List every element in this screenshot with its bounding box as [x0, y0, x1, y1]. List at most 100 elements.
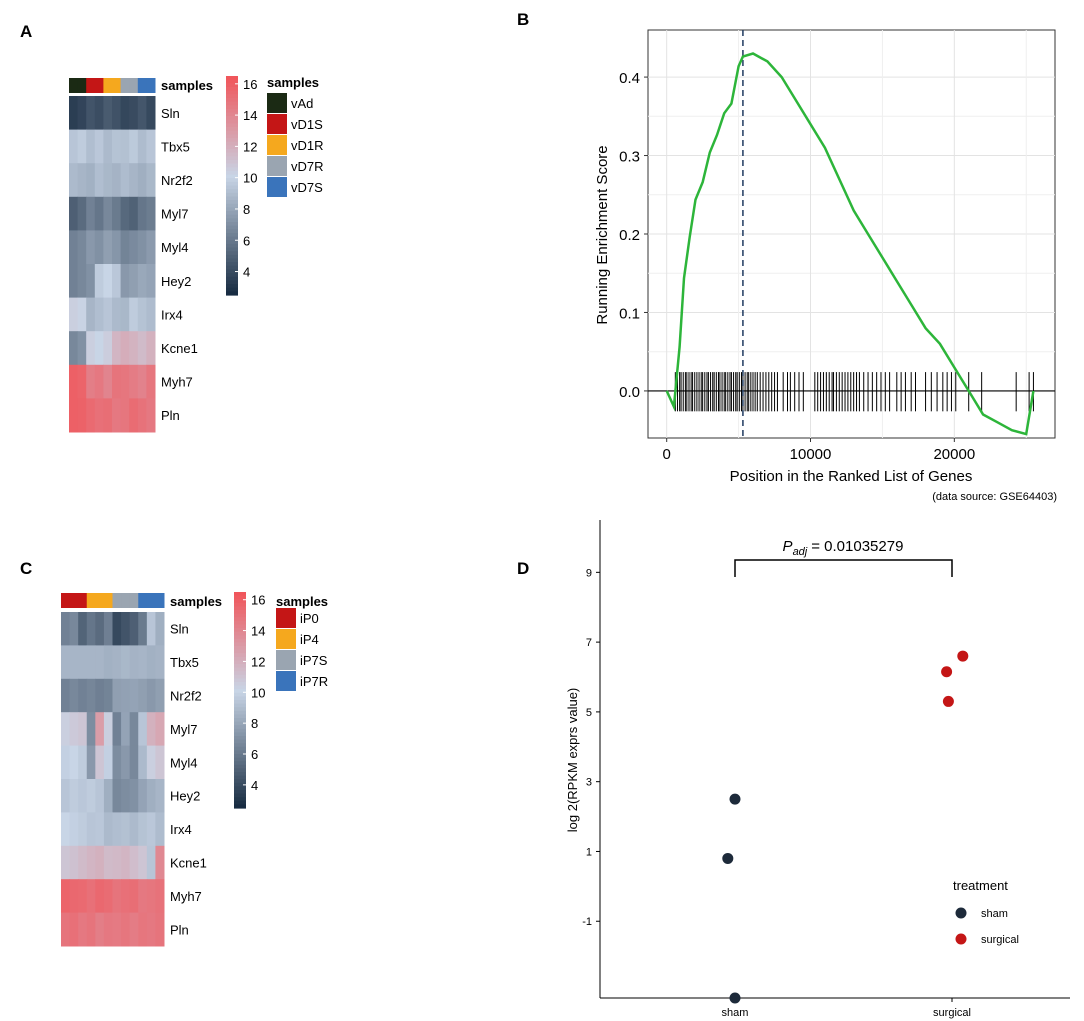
heatmap-cell	[112, 331, 122, 366]
heatmap-cell	[95, 745, 105, 780]
heatmap-cell	[112, 264, 122, 299]
heatmap-cell	[94, 230, 104, 265]
heatmap-cell	[86, 912, 96, 947]
heatmap-cell	[138, 678, 148, 713]
legend-label: iP7R	[300, 674, 328, 689]
heatmap-cell	[69, 912, 79, 947]
heatmap-cell	[69, 230, 79, 265]
heatmap-cell	[77, 230, 87, 265]
colorscale-step	[226, 156, 238, 161]
colorscale-step	[226, 145, 238, 150]
heatmap-cell	[69, 364, 79, 399]
colorscale-tick-label: 12	[243, 139, 257, 154]
heatmap-cell	[146, 712, 156, 747]
scatter-y-axis-title: log 2(RPKM exprs value)	[565, 688, 580, 833]
gsea-y-tick-label: 0.0	[619, 384, 640, 401]
heatmap-cell	[112, 96, 122, 131]
colorscale-step	[234, 732, 246, 737]
colorscale-step	[234, 782, 246, 787]
heatmap-cell	[112, 879, 122, 914]
heatmap-cell	[103, 129, 113, 164]
gene-label: Myl4	[161, 240, 188, 255]
heatmap-a-annotation-title: samples	[161, 78, 213, 93]
colorscale-step	[234, 714, 246, 719]
heatmap-cell	[61, 645, 71, 680]
legend-swatch	[267, 135, 287, 155]
colorscale-step	[226, 265, 238, 271]
heatmap-cell	[77, 264, 87, 299]
annotation-cell	[112, 78, 122, 93]
heatmap-cell	[94, 96, 104, 131]
legend-label: iP4	[300, 632, 319, 647]
heatmap-cell	[146, 779, 156, 813]
colorscale-step	[234, 635, 246, 640]
heatmap-cell	[77, 129, 87, 164]
heatmap-cell	[95, 812, 105, 847]
legend-swatch	[276, 608, 296, 628]
heatmap-cell	[129, 912, 139, 947]
colorscale-step	[226, 130, 238, 135]
heatmap-cell	[86, 129, 96, 164]
heatmap-cell	[137, 230, 147, 265]
heatmap-cell	[77, 196, 87, 231]
annotation-cell	[94, 78, 104, 93]
colorscale-step	[234, 592, 246, 597]
heatmap-cell	[103, 196, 113, 231]
heatmap-cell	[112, 297, 122, 332]
legend-label: vD7R	[291, 159, 324, 174]
colorscale-step	[234, 689, 246, 694]
colorscale-step	[226, 127, 238, 132]
heatmap-cell	[129, 230, 139, 265]
colorscale-step	[226, 105, 238, 110]
heatmap-cell	[69, 812, 79, 847]
colorscale-step	[234, 757, 246, 762]
colorscale-step	[226, 141, 238, 146]
scatter-y-tick-label: 9	[586, 567, 592, 579]
colorscale-step	[226, 269, 238, 274]
heatmap-cell	[86, 645, 96, 680]
heatmap-cell	[112, 398, 122, 433]
colorscale-step	[234, 764, 246, 769]
colorscale-step	[226, 287, 238, 292]
heatmap-cell	[146, 364, 156, 399]
scatter-y-tick-label: 7	[586, 637, 592, 649]
colorscale-step	[234, 678, 246, 683]
colorscale-step	[234, 692, 246, 697]
heatmap-cell	[103, 779, 113, 813]
heatmap-cell	[121, 745, 131, 780]
heatmap-cell	[138, 912, 148, 947]
colorscale-step	[234, 728, 246, 733]
colorscale-step	[234, 610, 246, 615]
heatmap-cell	[120, 129, 130, 164]
heatmap-cell	[112, 812, 122, 847]
gene-label: Tbx5	[170, 655, 199, 670]
colorscale-tick-label: 16	[243, 77, 257, 92]
colorscale-step	[226, 152, 238, 157]
heatmap-cell	[129, 364, 139, 399]
scatter-point-sham	[722, 852, 734, 864]
colorscale-step	[234, 631, 246, 636]
panel-c: C samples Sln Tbx5 Nr2f2 Myl7 Myl4 Hey2 Irx4 Kc…	[20, 559, 328, 947]
panel-a: A samples Sln Tbx5 Nr2f2 Myl7 Myl4 Hey2 Irx4 Kc…	[20, 22, 324, 433]
heatmap-cell	[120, 264, 130, 299]
heatmap-cell	[120, 331, 130, 366]
heatmap-cell	[121, 779, 131, 813]
colorscale-step	[234, 736, 246, 741]
heatmap-cell	[86, 779, 96, 813]
scatter-legend-marker	[955, 933, 967, 945]
scatter-legend: sham surgical	[955, 907, 1019, 946]
heatmap-cell	[129, 96, 139, 131]
heatmap-cell	[129, 779, 139, 813]
heatmap-cell	[138, 812, 148, 847]
heatmap-cell	[146, 264, 156, 299]
annotation-cell	[69, 593, 79, 608]
annotation-cell	[146, 78, 156, 93]
colorscale-step	[234, 599, 246, 604]
colorscale-step	[226, 218, 238, 223]
heatmap-cell	[155, 912, 165, 947]
heatmap-cell	[138, 879, 148, 914]
heatmap-cell	[129, 196, 139, 231]
heatmap-cell	[112, 612, 122, 646]
heatmap-cell	[86, 845, 96, 880]
